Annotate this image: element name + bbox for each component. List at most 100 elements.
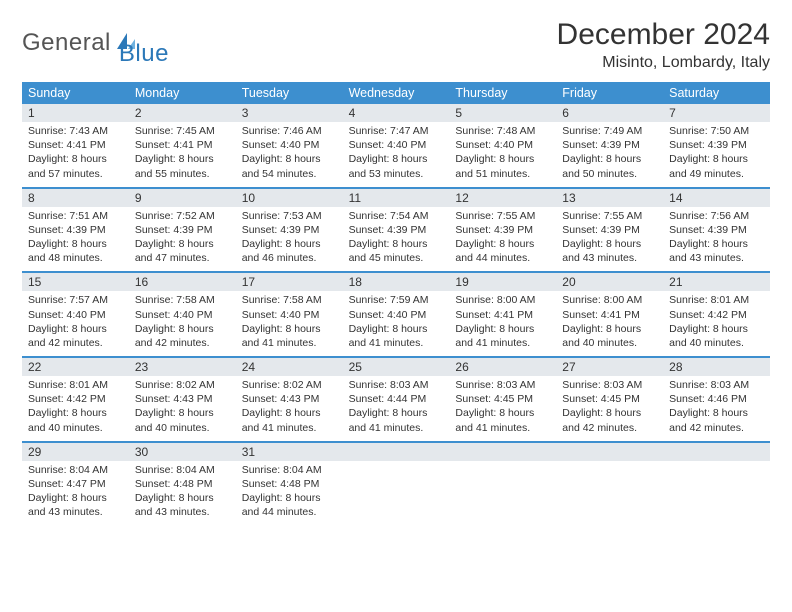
title-block: December 2024 Misinto, Lombardy, Italy: [557, 18, 770, 72]
day-cell: [663, 443, 770, 526]
day-body: Sunrise: 7:55 AMSunset: 4:39 PMDaylight:…: [449, 207, 556, 272]
day-number: 31: [236, 443, 343, 461]
daylight-line: Daylight: 8 hours and 53 minutes.: [349, 152, 444, 180]
location-text: Misinto, Lombardy, Italy: [557, 54, 770, 72]
daylight-line: Daylight: 8 hours and 45 minutes.: [349, 237, 444, 265]
day-cell: 16Sunrise: 7:58 AMSunset: 4:40 PMDayligh…: [129, 273, 236, 356]
daylight-line: Daylight: 8 hours and 41 minutes.: [349, 322, 444, 350]
sunrise-line: Sunrise: 7:49 AM: [562, 124, 657, 138]
weekday-label: Monday: [129, 82, 236, 104]
sunset-line: Sunset: 4:46 PM: [669, 392, 764, 406]
daylight-line: Daylight: 8 hours and 44 minutes.: [242, 491, 337, 519]
sunrise-line: Sunrise: 8:03 AM: [669, 378, 764, 392]
weekday-header: SundayMondayTuesdayWednesdayThursdayFrid…: [22, 82, 770, 104]
daylight-line: Daylight: 8 hours and 40 minutes.: [562, 322, 657, 350]
month-title: December 2024: [557, 18, 770, 52]
day-cell: 17Sunrise: 7:58 AMSunset: 4:40 PMDayligh…: [236, 273, 343, 356]
day-body: [663, 461, 770, 511]
sunset-line: Sunset: 4:47 PM: [28, 477, 123, 491]
day-body: Sunrise: 8:04 AMSunset: 4:48 PMDaylight:…: [129, 461, 236, 526]
sunset-line: Sunset: 4:39 PM: [135, 223, 230, 237]
day-cell: [449, 443, 556, 526]
day-cell: 12Sunrise: 7:55 AMSunset: 4:39 PMDayligh…: [449, 189, 556, 272]
day-number: 14: [663, 189, 770, 207]
sunset-line: Sunset: 4:39 PM: [455, 223, 550, 237]
day-cell: 21Sunrise: 8:01 AMSunset: 4:42 PMDayligh…: [663, 273, 770, 356]
daylight-line: Daylight: 8 hours and 57 minutes.: [28, 152, 123, 180]
sunset-line: Sunset: 4:40 PM: [28, 308, 123, 322]
day-cell: 15Sunrise: 7:57 AMSunset: 4:40 PMDayligh…: [22, 273, 129, 356]
brand-word-2: Blue: [119, 40, 169, 68]
daylight-line: Daylight: 8 hours and 40 minutes.: [669, 322, 764, 350]
sunrise-line: Sunrise: 7:47 AM: [349, 124, 444, 138]
daylight-line: Daylight: 8 hours and 46 minutes.: [242, 237, 337, 265]
daylight-line: Daylight: 8 hours and 54 minutes.: [242, 152, 337, 180]
day-body: Sunrise: 7:52 AMSunset: 4:39 PMDaylight:…: [129, 207, 236, 272]
day-body: Sunrise: 7:49 AMSunset: 4:39 PMDaylight:…: [556, 122, 663, 187]
day-body: Sunrise: 7:48 AMSunset: 4:40 PMDaylight:…: [449, 122, 556, 187]
day-number: 19: [449, 273, 556, 291]
day-number: 26: [449, 358, 556, 376]
day-body: Sunrise: 7:53 AMSunset: 4:39 PMDaylight:…: [236, 207, 343, 272]
day-body: Sunrise: 7:45 AMSunset: 4:41 PMDaylight:…: [129, 122, 236, 187]
day-number: 27: [556, 358, 663, 376]
day-number: 6: [556, 104, 663, 122]
sunrise-line: Sunrise: 8:04 AM: [135, 463, 230, 477]
daylight-line: Daylight: 8 hours and 43 minutes.: [28, 491, 123, 519]
day-body: Sunrise: 8:03 AMSunset: 4:45 PMDaylight:…: [449, 376, 556, 441]
day-number: 22: [22, 358, 129, 376]
sunrise-line: Sunrise: 7:58 AM: [135, 293, 230, 307]
day-body: Sunrise: 7:47 AMSunset: 4:40 PMDaylight:…: [343, 122, 450, 187]
daylight-line: Daylight: 8 hours and 55 minutes.: [135, 152, 230, 180]
week-row: 15Sunrise: 7:57 AMSunset: 4:40 PMDayligh…: [22, 273, 770, 358]
daylight-line: Daylight: 8 hours and 41 minutes.: [349, 406, 444, 434]
daylight-line: Daylight: 8 hours and 47 minutes.: [135, 237, 230, 265]
daylight-line: Daylight: 8 hours and 40 minutes.: [28, 406, 123, 434]
weekday-label: Tuesday: [236, 82, 343, 104]
day-cell: 10Sunrise: 7:53 AMSunset: 4:39 PMDayligh…: [236, 189, 343, 272]
sunset-line: Sunset: 4:39 PM: [562, 138, 657, 152]
day-number: [663, 443, 770, 461]
day-number: [449, 443, 556, 461]
day-body: Sunrise: 7:46 AMSunset: 4:40 PMDaylight:…: [236, 122, 343, 187]
brand-logo: General Blue: [22, 18, 169, 68]
day-number: 21: [663, 273, 770, 291]
day-number: 28: [663, 358, 770, 376]
day-body: Sunrise: 8:03 AMSunset: 4:46 PMDaylight:…: [663, 376, 770, 441]
sunset-line: Sunset: 4:43 PM: [242, 392, 337, 406]
day-cell: 14Sunrise: 7:56 AMSunset: 4:39 PMDayligh…: [663, 189, 770, 272]
sunset-line: Sunset: 4:40 PM: [349, 308, 444, 322]
day-cell: 5Sunrise: 7:48 AMSunset: 4:40 PMDaylight…: [449, 104, 556, 187]
day-body: Sunrise: 8:04 AMSunset: 4:48 PMDaylight:…: [236, 461, 343, 526]
day-body: Sunrise: 7:55 AMSunset: 4:39 PMDaylight:…: [556, 207, 663, 272]
day-body: [343, 461, 450, 511]
day-number: 9: [129, 189, 236, 207]
sunrise-line: Sunrise: 8:02 AM: [135, 378, 230, 392]
sunrise-line: Sunrise: 8:04 AM: [242, 463, 337, 477]
daylight-line: Daylight: 8 hours and 48 minutes.: [28, 237, 123, 265]
calendar: SundayMondayTuesdayWednesdayThursdayFrid…: [22, 82, 770, 525]
sunrise-line: Sunrise: 7:58 AM: [242, 293, 337, 307]
day-body: Sunrise: 7:50 AMSunset: 4:39 PMDaylight:…: [663, 122, 770, 187]
sunrise-line: Sunrise: 7:43 AM: [28, 124, 123, 138]
day-body: Sunrise: 7:43 AMSunset: 4:41 PMDaylight:…: [22, 122, 129, 187]
sunrise-line: Sunrise: 7:52 AM: [135, 209, 230, 223]
sunset-line: Sunset: 4:39 PM: [562, 223, 657, 237]
sunset-line: Sunset: 4:43 PM: [135, 392, 230, 406]
day-body: Sunrise: 7:58 AMSunset: 4:40 PMDaylight:…: [236, 291, 343, 356]
sunset-line: Sunset: 4:41 PM: [455, 308, 550, 322]
day-number: 20: [556, 273, 663, 291]
daylight-line: Daylight: 8 hours and 44 minutes.: [455, 237, 550, 265]
sunset-line: Sunset: 4:40 PM: [455, 138, 550, 152]
day-number: 11: [343, 189, 450, 207]
daylight-line: Daylight: 8 hours and 42 minutes.: [28, 322, 123, 350]
daylight-line: Daylight: 8 hours and 42 minutes.: [669, 406, 764, 434]
sunset-line: Sunset: 4:42 PM: [28, 392, 123, 406]
day-body: Sunrise: 7:59 AMSunset: 4:40 PMDaylight:…: [343, 291, 450, 356]
weekday-label: Friday: [556, 82, 663, 104]
day-number: 12: [449, 189, 556, 207]
sunrise-line: Sunrise: 7:46 AM: [242, 124, 337, 138]
day-number: 17: [236, 273, 343, 291]
day-body: Sunrise: 8:01 AMSunset: 4:42 PMDaylight:…: [22, 376, 129, 441]
sunrise-line: Sunrise: 7:55 AM: [455, 209, 550, 223]
